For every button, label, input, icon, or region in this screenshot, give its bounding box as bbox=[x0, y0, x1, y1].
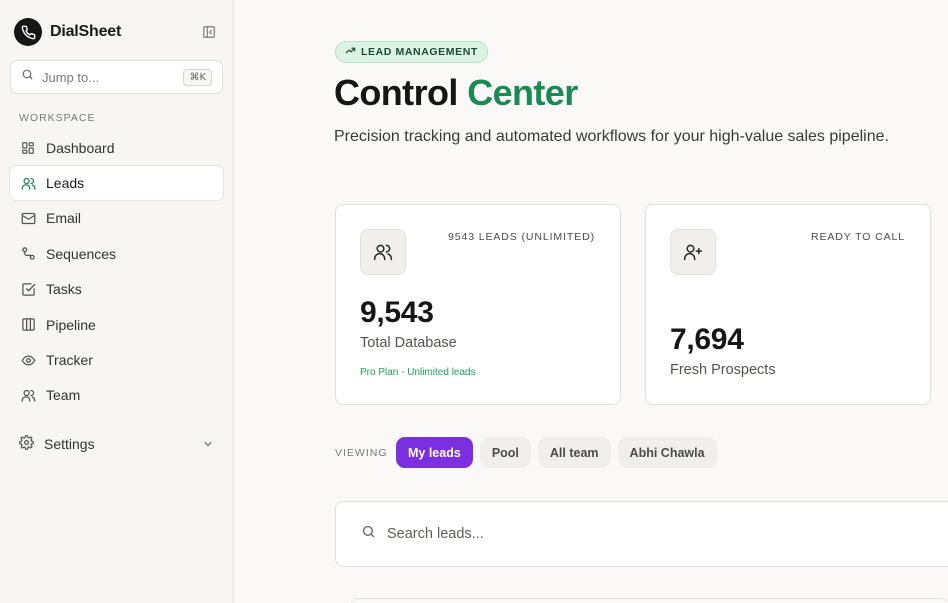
card-value: 7,694 bbox=[670, 323, 744, 356]
users-icon bbox=[360, 229, 406, 275]
badge-label: LEAD MANAGEMENT bbox=[361, 46, 478, 58]
sidebar-item-label: Dashboard bbox=[46, 139, 115, 156]
sidebar-item-label: Tasks bbox=[46, 281, 82, 298]
chevron-down-icon bbox=[202, 437, 214, 453]
lead-search-input[interactable]: Search leads... bbox=[335, 501, 948, 567]
sidebar: DialSheet Jump to... ⌘K WORKSPACE Dashbo… bbox=[0, 0, 234, 603]
dashboard-icon bbox=[20, 140, 36, 156]
title-accent: Center bbox=[467, 72, 578, 113]
filter-all-team[interactable]: All team bbox=[537, 437, 611, 468]
search-placeholder: Jump to... bbox=[42, 69, 100, 85]
brand-name: DialSheet bbox=[50, 23, 122, 40]
sidebar-item-sequences[interactable]: Sequences bbox=[9, 236, 224, 271]
sidebar-item-dashboard[interactable]: Dashboard bbox=[9, 130, 224, 165]
sidebar-item-tasks[interactable]: Tasks bbox=[9, 272, 224, 307]
card-tag: READY TO CALL bbox=[811, 231, 905, 243]
sidebar-item-tracker[interactable]: Tracker bbox=[9, 342, 224, 377]
sidebar-item-pipeline[interactable]: Pipeline bbox=[9, 307, 224, 342]
card-label: Total Database bbox=[360, 335, 457, 351]
trending-up-icon bbox=[345, 45, 356, 59]
plan-note: Pro Plan - Unlimited leads bbox=[360, 367, 476, 378]
team-icon bbox=[20, 387, 36, 403]
sidebar-item-label: Email bbox=[46, 210, 82, 227]
brand[interactable]: DialSheet bbox=[14, 18, 121, 46]
fresh-prospects-card: READY TO CALL 7,694 Fresh Prospects bbox=[645, 204, 931, 405]
total-database-card: 9543 LEADS (UNLIMITED) 9,543 Total Datab… bbox=[335, 204, 621, 405]
search-icon bbox=[21, 68, 34, 86]
filter-pool[interactable]: Pool bbox=[479, 437, 531, 468]
sidebar-item-label: Team bbox=[46, 387, 81, 404]
view-filter-group: My leads Pool All team Abhi Chawla bbox=[396, 437, 724, 468]
lead-search-placeholder: Search leads... bbox=[387, 526, 484, 542]
page-title: Control Center bbox=[334, 72, 578, 114]
main-content: LEAD MANAGEMENT Control Center Precision… bbox=[234, 0, 948, 603]
shortcut-hint: ⌘K bbox=[183, 69, 212, 86]
page-subtitle: Precision tracking and automated workflo… bbox=[334, 128, 889, 145]
sidebar-item-label: Leads bbox=[46, 175, 85, 192]
sidebar-item-label: Pipeline bbox=[46, 316, 96, 333]
filter-abhi-chawla[interactable]: Abhi Chawla bbox=[617, 437, 717, 468]
card-label: Fresh Prospects bbox=[670, 362, 776, 378]
card-tag: 9543 LEADS (UNLIMITED) bbox=[447, 231, 595, 243]
eye-icon bbox=[20, 352, 36, 368]
user-plus-icon bbox=[670, 229, 716, 275]
title-main: Control bbox=[334, 72, 458, 113]
viewing-label: VIEWING bbox=[335, 447, 388, 459]
users-icon bbox=[20, 175, 36, 191]
collapse-sidebar-icon[interactable] bbox=[200, 23, 218, 41]
sidebar-item-team[interactable]: Team bbox=[9, 378, 224, 413]
workflow-icon bbox=[20, 246, 36, 262]
sidebar-item-email[interactable]: Email bbox=[9, 201, 224, 236]
jump-to-search[interactable]: Jump to... ⌘K bbox=[10, 60, 223, 94]
gear-icon bbox=[19, 434, 34, 453]
mail-icon bbox=[20, 210, 36, 226]
phone-icon bbox=[14, 18, 42, 46]
section-badge: LEAD MANAGEMENT bbox=[335, 41, 488, 63]
filter-my-leads[interactable]: My leads bbox=[396, 437, 473, 468]
sidebar-nav: Dashboard Leads Email Sequences Tasks bbox=[9, 130, 224, 413]
card-value: 9,543 bbox=[360, 296, 434, 329]
leads-table-edge bbox=[350, 598, 948, 603]
sidebar-item-label: Tracker bbox=[46, 352, 93, 369]
search-icon bbox=[361, 524, 376, 544]
sidebar-item-leads[interactable]: Leads bbox=[9, 165, 224, 201]
workspace-section-label: WORKSPACE bbox=[19, 112, 96, 124]
settings-label: Settings bbox=[44, 435, 95, 452]
check-square-icon bbox=[20, 281, 36, 297]
sidebar-item-label: Sequences bbox=[46, 245, 117, 262]
columns-icon bbox=[20, 317, 36, 333]
sidebar-item-settings[interactable]: Settings bbox=[9, 426, 224, 461]
